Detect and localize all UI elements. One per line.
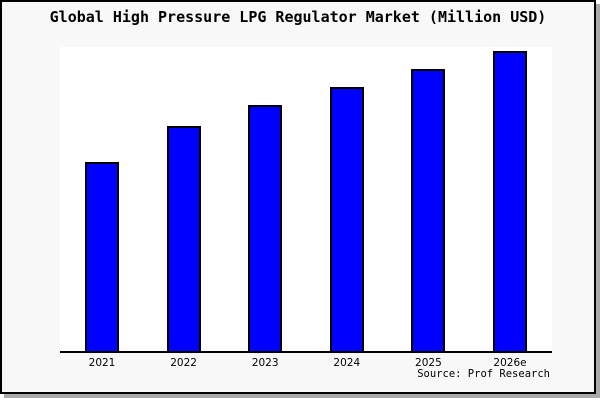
x-tick-label-2026e: 2026e	[493, 357, 527, 369]
x-tick-label-2023: 2023	[251, 357, 279, 369]
x-tick-label-2022: 2022	[170, 357, 197, 369]
plot-area	[60, 47, 552, 353]
source-credit: Source: Prof Research	[417, 368, 550, 380]
bar-2024	[329, 87, 364, 351]
bar-2026e	[493, 51, 527, 351]
bar-2025	[411, 69, 446, 351]
bar-2021	[85, 162, 119, 351]
chart-frame: Global High Pressure LPG Regulator Marke…	[0, 0, 596, 394]
x-tick-label-2025: 2025	[415, 357, 442, 369]
bar-2023	[248, 105, 283, 351]
x-tick-label-2024: 2024	[333, 357, 361, 369]
chart-title: Global High Pressure LPG Regulator Marke…	[49, 8, 547, 26]
x-tick-label-2021: 2021	[88, 357, 116, 369]
bar-2022	[166, 126, 201, 351]
